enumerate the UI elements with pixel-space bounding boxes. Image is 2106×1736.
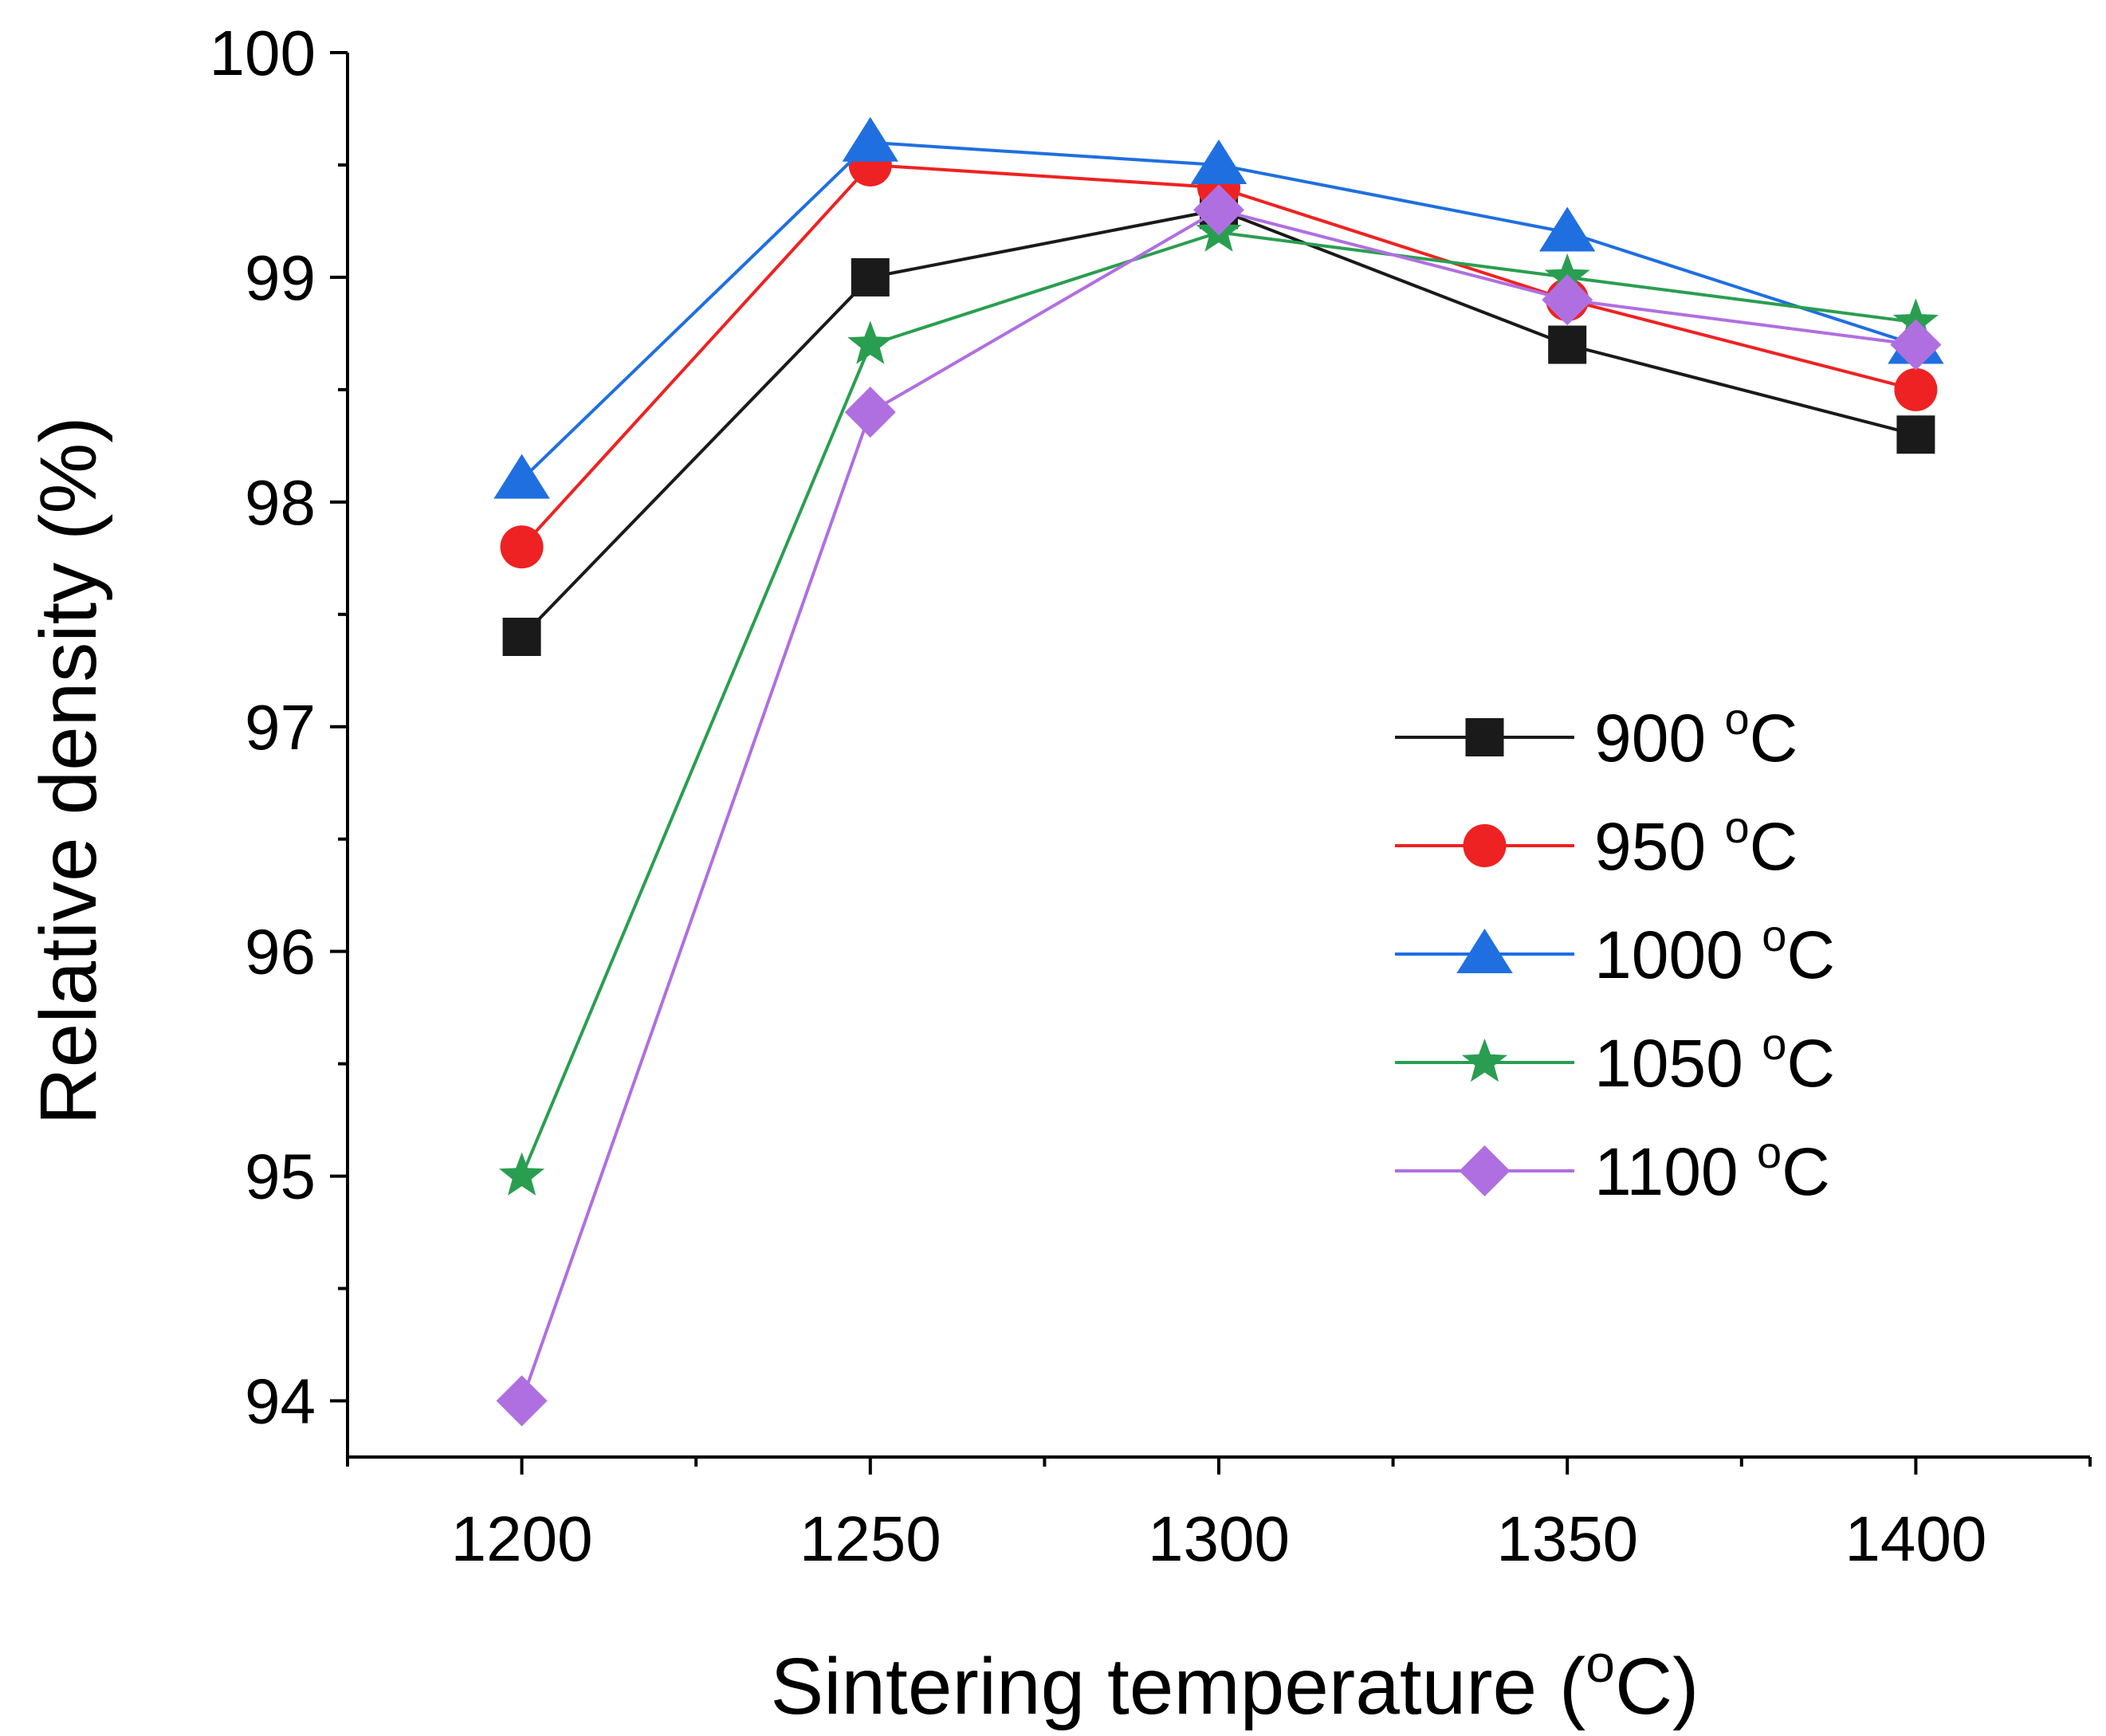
- legend-label: 900 oC: [1594, 693, 1798, 776]
- data-point: [844, 387, 896, 438]
- series-1100: [496, 184, 1942, 1427]
- y-tick-label: 95: [245, 1141, 316, 1212]
- legend-entry: 1050 oC: [1395, 1019, 1835, 1101]
- y-tick-label: 99: [245, 242, 316, 313]
- data-point: [851, 257, 890, 297]
- series-900: [502, 190, 1935, 656]
- x-tick-label: 1400: [1845, 1503, 1986, 1574]
- data-point: [847, 320, 894, 364]
- legend-marker: [1462, 1039, 1507, 1082]
- data-point: [502, 617, 541, 656]
- series-line: [520, 208, 1916, 1402]
- legend-label: 950 oC: [1594, 802, 1798, 884]
- data-point: [1193, 184, 1244, 236]
- x-tick-label: 1300: [1148, 1503, 1290, 1574]
- y-tick-label: 94: [245, 1366, 316, 1437]
- x-tick-label: 1250: [800, 1503, 941, 1574]
- legend-marker: [1456, 929, 1513, 973]
- axis-titles: Sintering temperature (oC) Relative densi…: [24, 416, 1699, 1731]
- y-axis-title: Relative density (%): [24, 416, 113, 1125]
- y-tick-label: 96: [245, 917, 316, 988]
- legend-entry: 900 oC: [1395, 693, 1798, 776]
- legend-marker: [1459, 1145, 1511, 1196]
- y-tick-label: 98: [245, 467, 316, 538]
- data-point: [1894, 367, 1938, 411]
- legend-label: 1000 oC: [1594, 910, 1835, 992]
- legend-entry: 1000 oC: [1395, 910, 1835, 992]
- legend-label: 1100 oC: [1594, 1127, 1830, 1209]
- x-tick-label: 1350: [1496, 1503, 1638, 1574]
- data-point: [1890, 319, 1942, 371]
- data-point: [842, 116, 898, 162]
- axes-layer: 94 95 96 97 98 99 100 1200 1250 1300 1350 1400: [210, 18, 2092, 1574]
- data-point: [1190, 139, 1247, 184]
- data-point: [496, 1375, 548, 1427]
- data-point: [1539, 206, 1596, 252]
- data-point: [493, 454, 550, 499]
- data-point: [1542, 274, 1593, 326]
- series-line: [521, 208, 1916, 638]
- x-axis-title: Sintering temperature (oC): [771, 1634, 1699, 1731]
- series-1000: [493, 116, 1944, 499]
- y-tick-label: 100: [210, 18, 316, 88]
- data-point: [1896, 415, 1935, 454]
- series-layer: [493, 116, 1944, 1427]
- legend-entry: 950 oC: [1395, 802, 1798, 884]
- legend-label: 1050 oC: [1594, 1019, 1835, 1101]
- y-tick-label: 97: [245, 692, 316, 763]
- legend: 900 oC 950 oC 1000 oC 1050 oC 1100 oC: [1395, 693, 1835, 1209]
- legend-entry: 1100 oC: [1395, 1127, 1830, 1209]
- data-point: [499, 1152, 545, 1196]
- x-tick-label: 1200: [451, 1503, 593, 1574]
- data-point: [1548, 325, 1587, 364]
- legend-marker: [1465, 718, 1504, 756]
- legend-marker: [1463, 824, 1507, 867]
- data-point: [500, 525, 544, 569]
